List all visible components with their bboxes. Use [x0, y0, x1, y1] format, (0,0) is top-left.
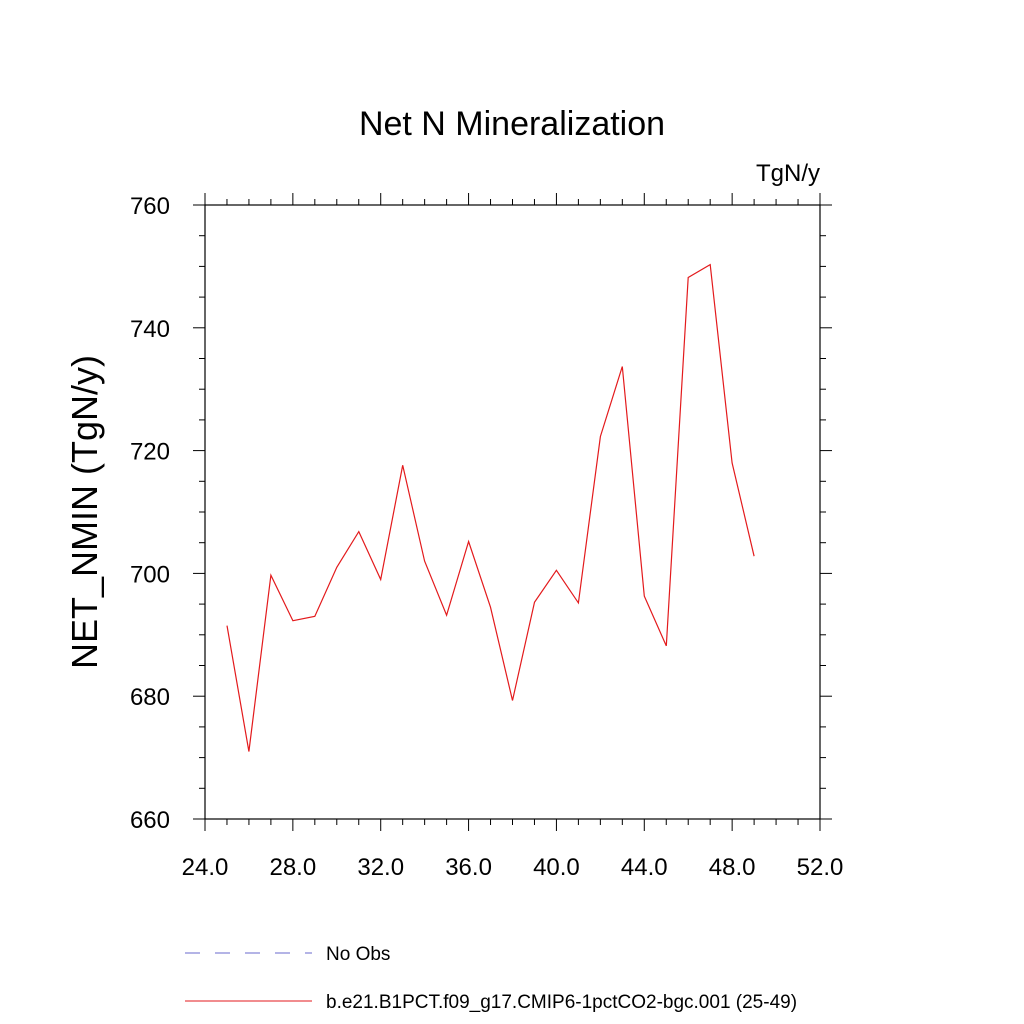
y-axis-title: NET_NMIN (TgN/y): [64, 355, 105, 669]
x-tick-label: 28.0: [269, 854, 316, 881]
x-tick-label: 40.0: [533, 854, 580, 881]
x-tick-label: 52.0: [797, 854, 844, 881]
y-tick-label: 700: [130, 561, 170, 588]
y-tick-label: 680: [130, 684, 170, 711]
x-tick-label: 32.0: [357, 854, 404, 881]
x-tick-label: 44.0: [621, 854, 668, 881]
y-tick-label: 660: [130, 807, 170, 834]
y-tick-label: 740: [130, 316, 170, 343]
y-tick-label: 760: [130, 193, 170, 220]
plot-frame: [204, 204, 821, 820]
axis-ticks: [193, 193, 832, 831]
tick-labels: 24.0 28.0 32.0 36.0 40.0 44.0 48.0 52.0 660 680 70…: [130, 193, 843, 881]
series-line: [226, 263, 755, 752]
x-tick-label: 24.0: [182, 854, 229, 881]
units-label: TgN/y: [756, 160, 820, 187]
chart-title: Net N Mineralization: [359, 105, 665, 143]
series-group: [226, 263, 755, 752]
legend: No Obs b.e21.B1PCT.f09_g17.CMIP6-1pctCO2…: [185, 944, 797, 1013]
legend-label-model: b.e21.B1PCT.f09_g17.CMIP6-1pctCO2-bgc.00…: [326, 992, 797, 1013]
y-tick-label: 720: [130, 439, 170, 466]
x-tick-label: 36.0: [445, 854, 492, 881]
x-tick-label: 48.0: [709, 854, 756, 881]
legend-label-no-obs: No Obs: [326, 944, 390, 965]
